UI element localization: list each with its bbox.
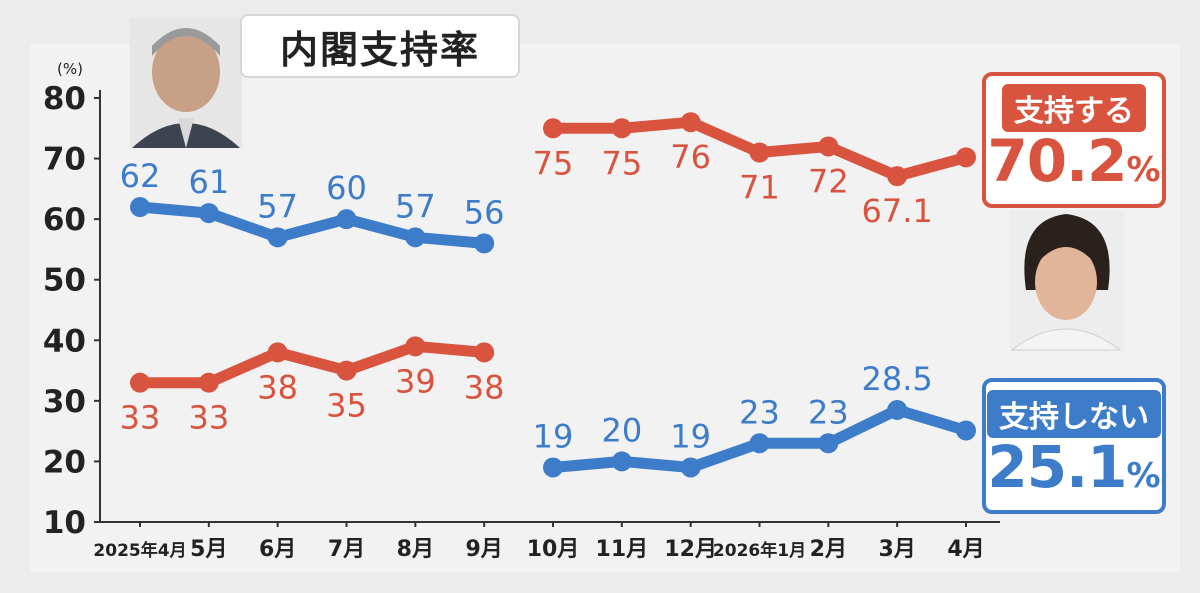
- x-tick-label: 12月: [664, 537, 717, 562]
- data-point: [611, 451, 632, 472]
- nonsupport-callout-value-row: 25.1%: [987, 438, 1160, 496]
- data-point: [336, 209, 357, 230]
- x-tick-label: 9月: [466, 537, 503, 562]
- x-tick-label: 6月: [259, 537, 296, 562]
- data-label: 56: [464, 193, 505, 231]
- data-point: [336, 360, 357, 381]
- data-label: 62: [120, 157, 161, 195]
- x-tick-label: 10月: [527, 537, 580, 562]
- data-label: 23: [739, 393, 780, 431]
- data-label: 28.5: [862, 360, 933, 398]
- data-label: 75: [601, 144, 642, 182]
- x-tick-label: 7月: [328, 537, 365, 562]
- data-label: 75: [533, 144, 574, 182]
- series-line: [134, 201, 490, 249]
- x-tick-label: 5月: [190, 537, 227, 562]
- data-label: 61: [188, 163, 229, 201]
- data-label: 20: [601, 411, 642, 449]
- y-unit-label: (%): [57, 60, 83, 78]
- data-label: 71: [739, 169, 780, 207]
- x-tick-label: 2月: [810, 537, 847, 562]
- data-point: [749, 142, 770, 163]
- data-label: 19: [670, 417, 711, 455]
- data-label: 39: [395, 362, 436, 400]
- data-point: [474, 342, 495, 363]
- x-tick-label: 11月: [596, 537, 649, 562]
- data-label: 38: [464, 368, 505, 406]
- data-point: [198, 372, 219, 393]
- y-tick-label: 70: [43, 142, 86, 178]
- nonsupport-callout-pct: %: [1126, 456, 1161, 496]
- x-tick-label: 3月: [879, 537, 916, 562]
- y-tick-label: 60: [43, 202, 86, 238]
- data-label: 35: [326, 387, 367, 425]
- data-label: 38: [257, 368, 298, 406]
- data-label: 57: [395, 187, 436, 225]
- data-point: [611, 118, 632, 139]
- data-label: 19: [533, 417, 574, 455]
- data-label: 57: [257, 187, 298, 225]
- nonsupport-callout-label: 支持しない: [987, 390, 1161, 438]
- series-line: [134, 340, 490, 389]
- data-label: 33: [120, 399, 161, 437]
- data-label: 67.1: [862, 192, 933, 230]
- support-callout-label: 支持する: [1002, 84, 1146, 132]
- data-point: [680, 112, 701, 133]
- person-photo-icon: [130, 18, 242, 148]
- support-callout: 支持する 70.2%: [982, 72, 1166, 208]
- data-point: [267, 227, 288, 248]
- nonsupport-callout-value: 25.1: [987, 433, 1127, 501]
- data-point: [405, 336, 426, 357]
- support-callout-value: 70.2: [987, 127, 1127, 195]
- x-tick-label: 4月: [947, 537, 984, 562]
- data-point: [956, 420, 976, 441]
- x-tick-label: 8月: [397, 537, 434, 562]
- y-tick-label: 10: [43, 505, 86, 541]
- data-point: [543, 457, 563, 478]
- data-point: [887, 166, 908, 187]
- y-tick-label: 50: [43, 263, 86, 299]
- x-tick-label: 2026年1月: [713, 540, 806, 561]
- data-point: [818, 136, 839, 157]
- data-point: [267, 342, 288, 363]
- support-callout-pct: %: [1126, 150, 1161, 190]
- data-point: [887, 399, 908, 420]
- data-point: [680, 457, 701, 478]
- y-tick-label: 30: [43, 384, 86, 420]
- nonsupport-callout: 支持しない 25.1%: [982, 378, 1166, 514]
- data-label: 60: [326, 169, 367, 207]
- data-label: 76: [670, 138, 711, 176]
- support-callout-value-row: 70.2%: [987, 132, 1160, 190]
- data-point: [130, 372, 150, 393]
- y-tick-label: 80: [43, 81, 86, 117]
- person-photo-icon: [1010, 210, 1124, 351]
- data-point: [198, 203, 219, 224]
- data-label: 33: [188, 399, 229, 437]
- data-label: 23: [808, 393, 849, 431]
- data-label: 72: [808, 162, 849, 200]
- x-tick-label: 2025年4月: [93, 540, 186, 561]
- data-point: [474, 233, 495, 254]
- y-tick-label: 40: [43, 323, 86, 359]
- y-tick-label: 20: [43, 444, 86, 480]
- data-point: [405, 227, 426, 248]
- data-point: [818, 433, 839, 454]
- data-point: [956, 147, 976, 168]
- data-point: [130, 197, 150, 218]
- data-point: [749, 433, 770, 454]
- chart-title: 内閣支持率: [240, 14, 520, 78]
- data-point: [543, 118, 563, 139]
